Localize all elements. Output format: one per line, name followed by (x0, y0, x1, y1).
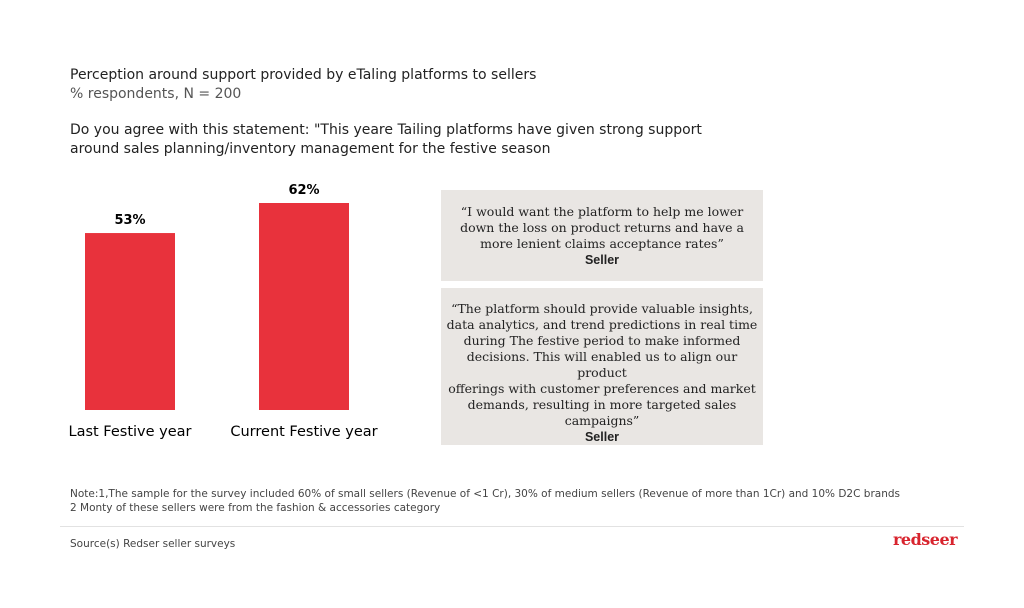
logo: redseer (893, 530, 958, 549)
quote-line: during The festive period to make inform… (463, 333, 741, 348)
quote-line: data analytics, and trend predictions in… (446, 317, 758, 332)
quote-line: more lenient claims acceptance rates” (480, 236, 724, 251)
value-label: 62% (288, 183, 319, 198)
title: Perception around support provided by eT… (70, 67, 537, 83)
bar (85, 233, 175, 410)
question-line: around sales planning/inventory manageme… (70, 141, 551, 157)
quote-author: Seller (584, 253, 620, 267)
quote-box: “I would want the platform to help me lo… (441, 190, 763, 281)
quote-line: demands, resulting in more targeted sale… (467, 397, 737, 412)
quote-line: “I would want the platform to help me lo… (460, 204, 744, 219)
x-tick-label: Last Festive year (68, 424, 191, 440)
question-line: Do you agree with this statement: "This … (70, 122, 702, 138)
x-tick-label: Current Festive year (230, 424, 377, 440)
quote-line: decisions. This will enabled us to align… (466, 349, 738, 380)
note: Note:1,The sample for the survey include… (70, 488, 900, 500)
chart: 53% Last Festive year 62% Current Festive y… (68, 183, 377, 440)
quote-line: “The platform should provide valuable in… (451, 301, 753, 316)
quote-line: offerings with customer preferences and … (448, 381, 756, 396)
bar (259, 203, 349, 410)
quote-line: down the loss on product returns and hav… (460, 220, 744, 235)
note: 2 Monty of these sellers were from the f… (70, 502, 441, 514)
source: Source(s) Redser seller surveys (70, 538, 236, 550)
divider (60, 526, 964, 527)
quote-line: campaigns” (564, 413, 640, 428)
value-label: 53% (114, 213, 145, 228)
quote-box: “The platform should provide valuable in… (441, 288, 763, 445)
quote-author: Seller (584, 430, 620, 444)
subtitle: % respondents, N = 200 (70, 86, 242, 102)
